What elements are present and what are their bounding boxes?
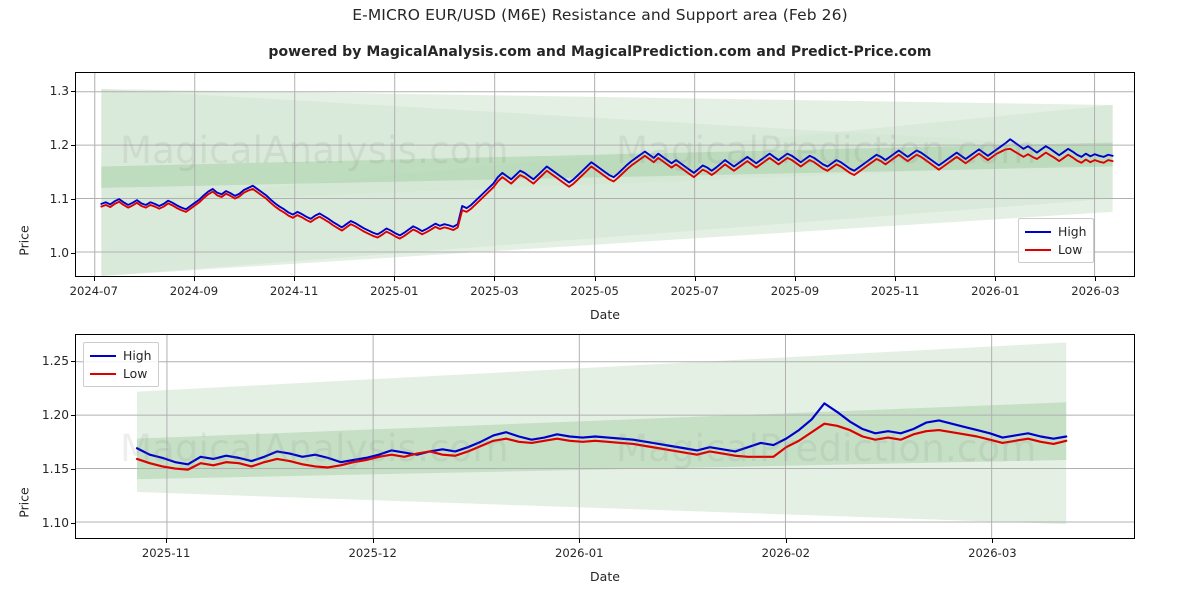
x-tick-mark xyxy=(794,277,796,281)
x-tick-mark xyxy=(992,539,994,543)
band-core-zone xyxy=(101,142,1113,188)
y-tick-label: 1.2 xyxy=(49,137,69,152)
overview-x-axis-label: Date xyxy=(590,307,620,322)
legend-swatch-low xyxy=(1025,248,1051,251)
x-tick-label: 2025-11 xyxy=(870,284,920,298)
overview-y-axis-label: Price xyxy=(16,225,32,256)
overview-panel: Price MagicalAnalysis.com MagicalPredict… xyxy=(0,68,1200,322)
x-tick-label: 2024-09 xyxy=(169,284,219,298)
x-tick-label: 2025-09 xyxy=(770,284,820,298)
x-tick-mark xyxy=(494,277,496,281)
detail-x-axis-label: Date xyxy=(590,569,620,584)
band-rising-wedge xyxy=(101,105,1113,276)
x-tick-label: 2026-03 xyxy=(968,546,1017,560)
page-subtitle: powered by MagicalAnalysis.com and Magic… xyxy=(268,44,932,60)
legend-swatch-high-detail xyxy=(90,354,116,357)
y-tick-mark xyxy=(71,252,75,254)
x-tick-mark xyxy=(694,277,696,281)
x-tick-label: 2026-01 xyxy=(555,546,604,560)
x-tick-label: 2025-07 xyxy=(670,284,720,298)
y-tick-label: 1.15 xyxy=(41,461,69,476)
legend-item-high-detail: High xyxy=(90,348,151,363)
x-tick-mark xyxy=(785,539,787,543)
y-tick-mark xyxy=(71,144,75,146)
x-tick-mark xyxy=(372,539,374,543)
overview-plot-area: MagicalAnalysis.com MagicalPrediction.co… xyxy=(75,72,1135,277)
x-tick-label: 2026-03 xyxy=(1071,284,1120,298)
detail-legend: High Low xyxy=(83,342,160,387)
legend-label-high: High xyxy=(1058,224,1087,239)
legend-item-low: Low xyxy=(1025,242,1086,257)
y-tick-label: 1.0 xyxy=(49,245,69,260)
x-tick-mark xyxy=(1095,277,1097,281)
detail-plot-area: MagicalAnalysis.com MagicalPrediction.co… xyxy=(75,334,1135,539)
y-tick-label: 1.1 xyxy=(49,191,69,206)
x-tick-label: 2025-03 xyxy=(470,284,519,298)
legend-item-low-detail: Low xyxy=(90,366,151,381)
x-tick-mark xyxy=(895,277,897,281)
legend-label-low-detail: Low xyxy=(123,366,148,381)
x-tick-mark xyxy=(93,277,95,281)
y-tick-mark xyxy=(71,198,75,200)
y-tick-mark xyxy=(71,90,75,92)
series-line-low xyxy=(135,422,1068,471)
x-tick-label: 2024-07 xyxy=(69,284,119,298)
y-tick-mark xyxy=(71,468,75,470)
legend-label-low: Low xyxy=(1058,242,1083,257)
legend-item-high: High xyxy=(1025,224,1086,239)
legend-label-high-detail: High xyxy=(123,348,152,363)
series-line-high xyxy=(100,138,1114,237)
x-tick-label: 2024-11 xyxy=(269,284,319,298)
x-tick-label: 2025-05 xyxy=(570,284,619,298)
x-tick-mark xyxy=(166,539,168,543)
y-tick-mark xyxy=(71,360,75,362)
y-tick-mark xyxy=(71,522,75,524)
y-tick-label: 1.20 xyxy=(41,407,69,422)
y-tick-label: 1.10 xyxy=(41,515,69,530)
y-tick-label: 1.3 xyxy=(49,83,69,98)
x-tick-label: 2025-12 xyxy=(348,546,397,560)
y-tick-mark xyxy=(71,414,75,416)
x-tick-mark xyxy=(394,277,396,281)
page-title: E-MICRO EUR/USD (M6E) Resistance and Sup… xyxy=(352,6,848,24)
overview-legend: High Low xyxy=(1018,218,1095,263)
legend-swatch-high xyxy=(1025,230,1051,233)
x-tick-mark xyxy=(995,277,997,281)
x-tick-mark xyxy=(193,277,195,281)
x-tick-label: 2025-01 xyxy=(370,284,419,298)
x-tick-mark xyxy=(594,277,596,281)
detail-panel: Price MagicalAnalysis.com MagicalPredict… xyxy=(0,330,1200,592)
x-tick-mark xyxy=(579,539,581,543)
x-tick-label: 2025-11 xyxy=(141,546,191,560)
legend-swatch-low-detail xyxy=(90,372,116,375)
x-tick-mark xyxy=(294,277,296,281)
x-tick-label: 2026-01 xyxy=(971,284,1020,298)
x-tick-label: 2026-02 xyxy=(761,546,811,560)
y-tick-label: 1.25 xyxy=(41,353,69,368)
series-line-high xyxy=(135,402,1068,466)
series-line-low xyxy=(100,147,1114,240)
